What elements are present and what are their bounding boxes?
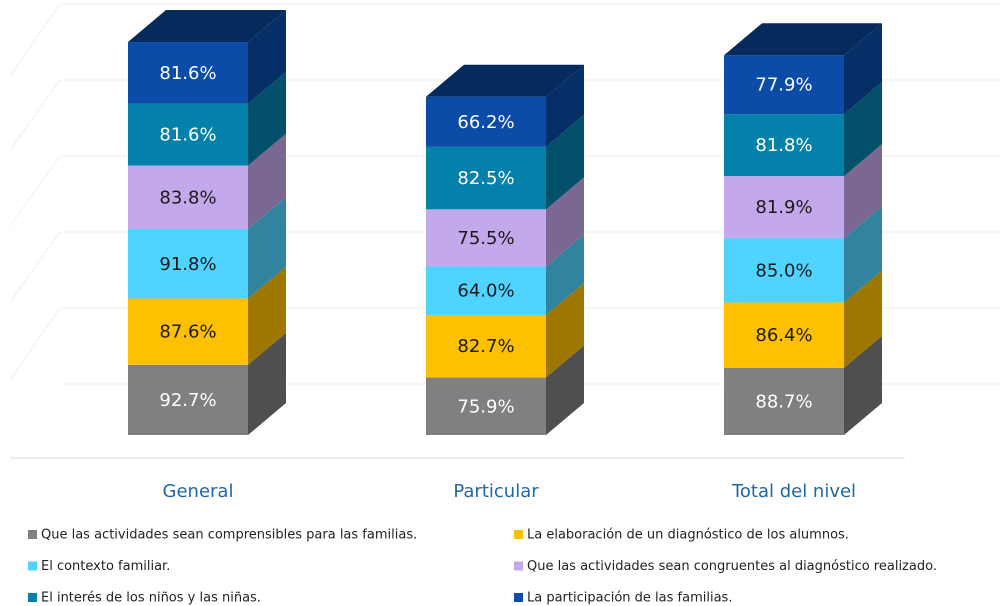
- legend-label: Que las actividades sean comprensibles p…: [41, 528, 417, 543]
- legend-swatch: [28, 593, 37, 602]
- data-label: 64.0%: [457, 281, 514, 302]
- data-label: 82.7%: [457, 336, 514, 357]
- bar-segment: [128, 103, 248, 166]
- bar-segment: [128, 229, 248, 299]
- bar-segment: [724, 367, 844, 435]
- legend-label: Que las actividades sean congruentes al …: [527, 559, 937, 574]
- data-label: 88.7%: [755, 391, 812, 412]
- bar-side: [546, 114, 584, 210]
- category-label: Particular: [453, 481, 539, 502]
- bar-side: [546, 345, 584, 435]
- data-label: 81.6%: [159, 125, 216, 146]
- bar-top: [426, 64, 584, 97]
- category-label: Total del nivel: [731, 481, 856, 502]
- legend-label: El interés de los niños y las niñas.: [41, 591, 261, 606]
- bar-side: [546, 234, 584, 315]
- bar-side: [546, 177, 584, 267]
- bar-side: [248, 10, 286, 104]
- legend-swatch: [28, 561, 37, 571]
- bar-segment: [724, 302, 844, 368]
- data-label: 77.9%: [755, 75, 812, 96]
- bar-side: [248, 197, 286, 299]
- bar-segment: [426, 266, 546, 315]
- grid-decor: [9, 231, 61, 303]
- bar-segment: [724, 176, 844, 239]
- legend-swatch: [514, 561, 523, 571]
- data-label: 81.6%: [159, 63, 216, 84]
- bar-segment: [724, 55, 844, 115]
- bar-side: [546, 282, 584, 378]
- bar-segment: [426, 146, 546, 210]
- legend-swatch: [514, 530, 523, 539]
- bar-side: [248, 332, 286, 435]
- data-label: 85.0%: [755, 260, 812, 281]
- data-label: 75.9%: [457, 396, 514, 417]
- bar-segment: [128, 364, 248, 435]
- data-label: 87.6%: [159, 322, 216, 343]
- bar-segment: [426, 314, 546, 378]
- bar-side: [844, 270, 882, 368]
- grid-decor: [9, 155, 61, 227]
- grid-decor: [9, 3, 61, 77]
- legend-label: La elaboración de un diagnóstico de los …: [527, 528, 849, 543]
- data-label: 91.8%: [159, 254, 216, 275]
- bar-top: [724, 23, 882, 56]
- legend-label: La participación de las familias.: [527, 591, 732, 606]
- bar-segment: [426, 96, 546, 147]
- bar-segment: [128, 298, 248, 365]
- bar-side: [844, 82, 882, 177]
- bar-top: [128, 10, 286, 43]
- category-label: General: [163, 481, 234, 502]
- bar-side: [248, 266, 286, 365]
- legend-label: El contexto familiar.: [41, 559, 170, 574]
- grid-decor: [9, 79, 61, 151]
- bar-side: [248, 71, 286, 166]
- bar-segment: [724, 114, 844, 177]
- legend-swatch: [514, 593, 523, 602]
- bar-side: [844, 23, 882, 115]
- bar-segment: [724, 238, 844, 303]
- bar-side: [248, 133, 286, 230]
- data-label: 81.9%: [755, 197, 812, 218]
- bar-segment: [426, 377, 546, 435]
- bar-segment: [128, 42, 248, 104]
- grid-decor: [9, 307, 61, 381]
- bar-segment: [426, 209, 546, 267]
- bar-side: [546, 64, 584, 147]
- data-label: 86.4%: [755, 325, 812, 346]
- legend-swatch: [28, 530, 37, 539]
- bar-side: [844, 206, 882, 303]
- data-label: 66.2%: [457, 112, 514, 133]
- bar-side: [844, 144, 882, 239]
- data-label: 83.8%: [159, 187, 216, 208]
- data-label: 75.5%: [457, 228, 514, 249]
- data-label: 81.8%: [755, 135, 812, 156]
- bar-side: [844, 335, 882, 435]
- data-label: 92.7%: [159, 390, 216, 411]
- bar-segment: [128, 165, 248, 230]
- data-label: 82.5%: [457, 168, 514, 189]
